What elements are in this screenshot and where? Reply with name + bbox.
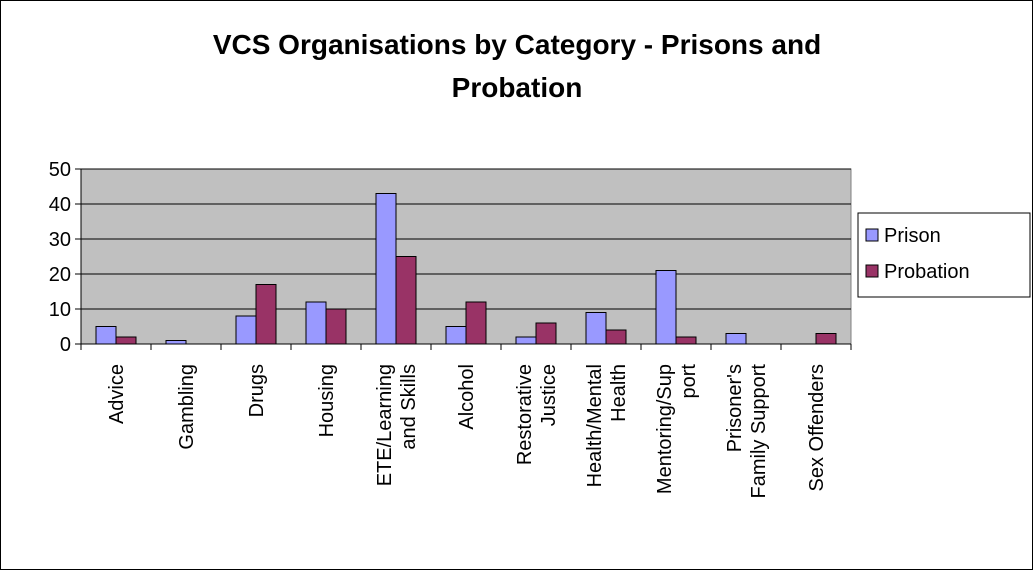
category-label-text: and Skills — [398, 364, 420, 450]
bar-prison-6 — [515, 336, 537, 345]
bar-probation-4 — [395, 256, 417, 345]
chart-title-line-1: VCS Organisations by Category - Prisons … — [213, 29, 821, 60]
legend-box — [857, 212, 1031, 298]
chart-title-line-2: Probation — [452, 72, 583, 103]
legend-swatch-probation — [865, 264, 879, 278]
category-label-text: ETE/Learning — [374, 364, 396, 486]
bar-prison-7 — [585, 312, 607, 345]
bar-prison-8 — [655, 270, 677, 345]
bar-prison-4 — [375, 193, 397, 345]
plot-area: 0 10 20 30 40 50 Advice Gambling Drugs Housing ETE… — [49, 159, 852, 499]
category-label-text: Gambling — [176, 364, 198, 450]
y-tick-label: 50 — [49, 159, 71, 181]
category-label-7: Health/Mental Health — [584, 364, 630, 487]
category-label-text: Restorative — [514, 364, 536, 465]
category-label-text: Mentoring/Sup — [654, 364, 676, 494]
category-label-9: Prisoner's Family Support — [724, 364, 770, 499]
category-label-10: Sex Offenders — [806, 364, 828, 491]
bar-prison-3 — [305, 301, 327, 345]
category-label-text: Sex Offenders — [806, 364, 828, 491]
category-label-text: Family Support — [748, 364, 770, 499]
bar-prison-5 — [445, 326, 467, 345]
bar-probation-3 — [325, 308, 347, 345]
category-label-text: Health — [608, 364, 630, 422]
category-label-5: Alcohol — [456, 364, 478, 430]
bar-probation-2 — [255, 284, 277, 345]
bar-probation-8 — [675, 336, 697, 345]
legend-label-prison: Prison — [884, 225, 941, 247]
bar-probation-10 — [815, 333, 837, 345]
category-label-6: Restorative Justice — [514, 364, 560, 465]
legend-swatch-prison — [865, 228, 879, 242]
bar-probation-6 — [535, 322, 557, 345]
bar-probation-7 — [605, 329, 627, 345]
bar-prison-0 — [95, 326, 117, 345]
bar-prison-1 — [165, 340, 187, 345]
bar-probation-0 — [115, 336, 137, 345]
y-tick-label: 10 — [49, 299, 71, 321]
category-label-0: Advice — [106, 364, 128, 424]
category-label-text: Housing — [316, 364, 338, 437]
legend: Prison Probation — [857, 212, 1031, 298]
category-label-8: Mentoring/Sup port — [654, 364, 700, 495]
category-label-2: Drugs — [246, 364, 268, 417]
category-label-text: Prisoner's — [724, 364, 746, 452]
y-tick-label: 40 — [49, 194, 71, 216]
bar-prison-9 — [725, 333, 747, 345]
category-label-text: Alcohol — [456, 364, 478, 430]
category-label-text: port — [678, 364, 700, 399]
legend-label-probation: Probation — [884, 261, 970, 283]
y-tick-label: 0 — [60, 334, 71, 356]
category-label-4: ETE/Learning and Skills — [374, 364, 420, 486]
bar-prison-2 — [235, 315, 257, 345]
y-tick-label: 30 — [49, 229, 71, 251]
y-tick-label: 20 — [49, 264, 71, 286]
category-label-1: Gambling — [176, 364, 198, 450]
category-label-3: Housing — [316, 364, 338, 437]
category-label-text: Drugs — [246, 364, 268, 417]
category-label-text: Health/Mental — [584, 364, 606, 487]
category-label-text: Advice — [106, 364, 128, 424]
category-label-text: Justice — [538, 364, 560, 426]
bar-probation-5 — [465, 301, 487, 345]
